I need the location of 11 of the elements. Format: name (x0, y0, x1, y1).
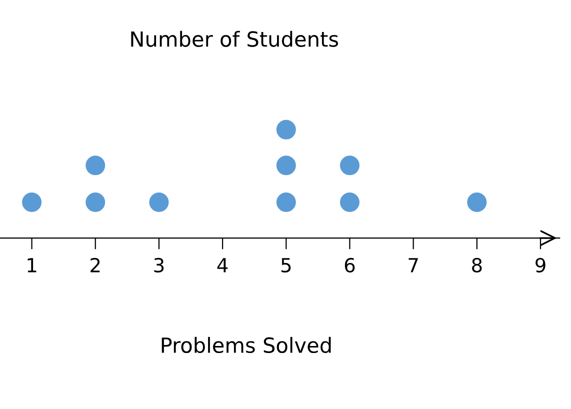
x-tick-label: 5 (281, 258, 291, 273)
chart-title: Number of Students (131, 30, 338, 47)
x-tick-label: 3 (154, 258, 164, 273)
x-tick-label: 2 (90, 258, 100, 272)
x-tick-label: 8 (472, 258, 482, 273)
x-tick-label: 9 (536, 258, 546, 273)
x-tick-label: 4 (217, 258, 228, 272)
x-axis-title: Problems Solved (162, 336, 331, 354)
x-tick-label: 6 (344, 258, 355, 273)
x-tick-label: 7 (408, 258, 418, 272)
x-tick-label: 1 (28, 258, 36, 272)
